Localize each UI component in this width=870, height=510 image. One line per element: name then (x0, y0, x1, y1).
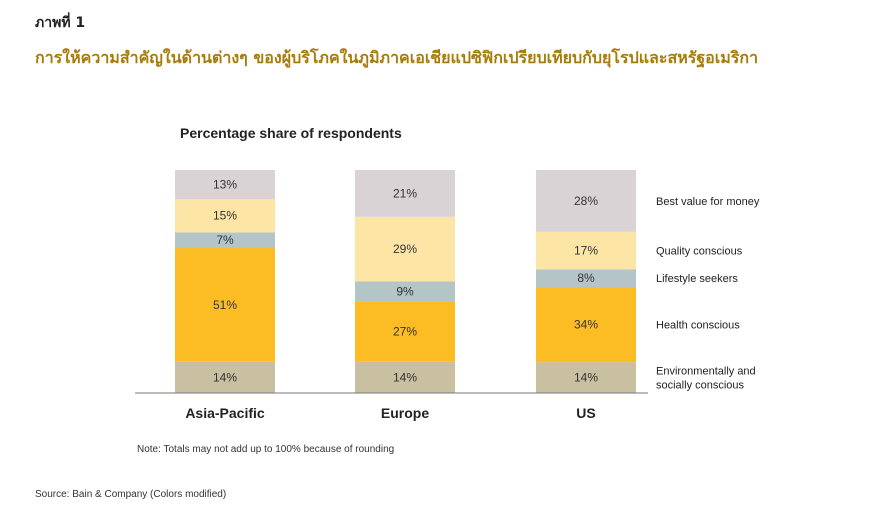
bar-segment-us-health-conscious (536, 287, 636, 363)
bar-segment-europe-quality-conscious (355, 216, 455, 282)
bar-segment-us-lifestyle-seekers (536, 269, 636, 288)
bar-segment-europe-environmentally-and-socially-conscious (355, 361, 455, 393)
data-label-us-health-conscious: 34% (574, 318, 598, 332)
bar-segment-us-best-value-for-money (536, 170, 636, 232)
legend-item-environmentally-and-socially-conscious: Environmentally and socially conscious (656, 366, 756, 392)
bar-segment-asia-pacific-best-value-for-money (175, 170, 275, 199)
legend-item-best-value-for-money: Best value for money (656, 196, 760, 208)
data-label-europe-health-conscious: 27% (393, 325, 417, 339)
bars-layer: 14% 51% 7% 15% 13% 14% 27% 9% 29% 21% 14% 34% 8% 17% 2… (175, 170, 636, 393)
chart-title: Percentage share of respondents (180, 125, 402, 141)
data-label-europe-best-value-for-money: 21% (393, 186, 417, 200)
legend: Environmentally and socially conscious Hea… (656, 196, 760, 392)
figure-title: การให้ความสำคัญในด้านต่างๆ ของผู้บริโภคใ… (35, 48, 759, 67)
legend-item-quality-conscious: Quality conscious (656, 246, 743, 258)
x-tick-label-asia-pacific: Asia-Pacific (185, 405, 265, 421)
bar-segment-us-quality-conscious (536, 231, 636, 270)
bar-segment-europe-lifestyle-seekers (355, 281, 455, 302)
bar-segment-asia-pacific-health-conscious (175, 248, 275, 362)
bar-segment-asia-pacific-lifestyle-seekers (175, 232, 275, 249)
chart-source: Source: Bain & Company (Colors modified) (35, 489, 227, 500)
bar-segment-asia-pacific-quality-conscious (175, 198, 275, 233)
legend-item-health-conscious: Health conscious (656, 320, 740, 332)
data-label-us-environmentally-and-socially-conscious: 14% (574, 371, 598, 385)
x-tick-label-europe: Europe (381, 405, 429, 421)
data-label-europe-lifestyle-seekers: 9% (396, 285, 414, 299)
data-label-europe-environmentally-and-socially-conscious: 14% (393, 370, 417, 384)
x-tick-label-us: US (576, 405, 595, 421)
bar-segment-asia-pacific-environmentally-and-socially-conscious (175, 361, 275, 393)
data-label-us-quality-conscious: 17% (574, 244, 598, 258)
data-label-asia-pacific-environmentally-and-socially-conscious: 14% (213, 370, 237, 384)
data-label-europe-quality-conscious: 29% (393, 242, 417, 256)
data-label-us-lifestyle-seekers: 8% (577, 271, 595, 285)
data-label-asia-pacific-health-conscious: 51% (213, 298, 237, 312)
chart-note: Note: Totals may not add up to 100% beca… (137, 444, 395, 455)
bar-segment-europe-best-value-for-money (355, 170, 455, 217)
data-label-asia-pacific-quality-conscious: 15% (213, 209, 237, 223)
bar-segment-us-environmentally-and-socially-conscious (536, 362, 636, 393)
x-axis-labels: Asia-Pacific Europe US (185, 405, 595, 421)
data-label-asia-pacific-best-value-for-money: 13% (213, 177, 237, 191)
data-label-asia-pacific-lifestyle-seekers: 7% (216, 233, 234, 247)
data-label-us-best-value-for-money: 28% (574, 194, 598, 208)
legend-item-lifestyle-seekers: Lifestyle seekers (656, 273, 738, 285)
figure-label: ภาพที่ 1 (35, 15, 86, 31)
bar-segment-europe-health-conscious (355, 301, 455, 362)
